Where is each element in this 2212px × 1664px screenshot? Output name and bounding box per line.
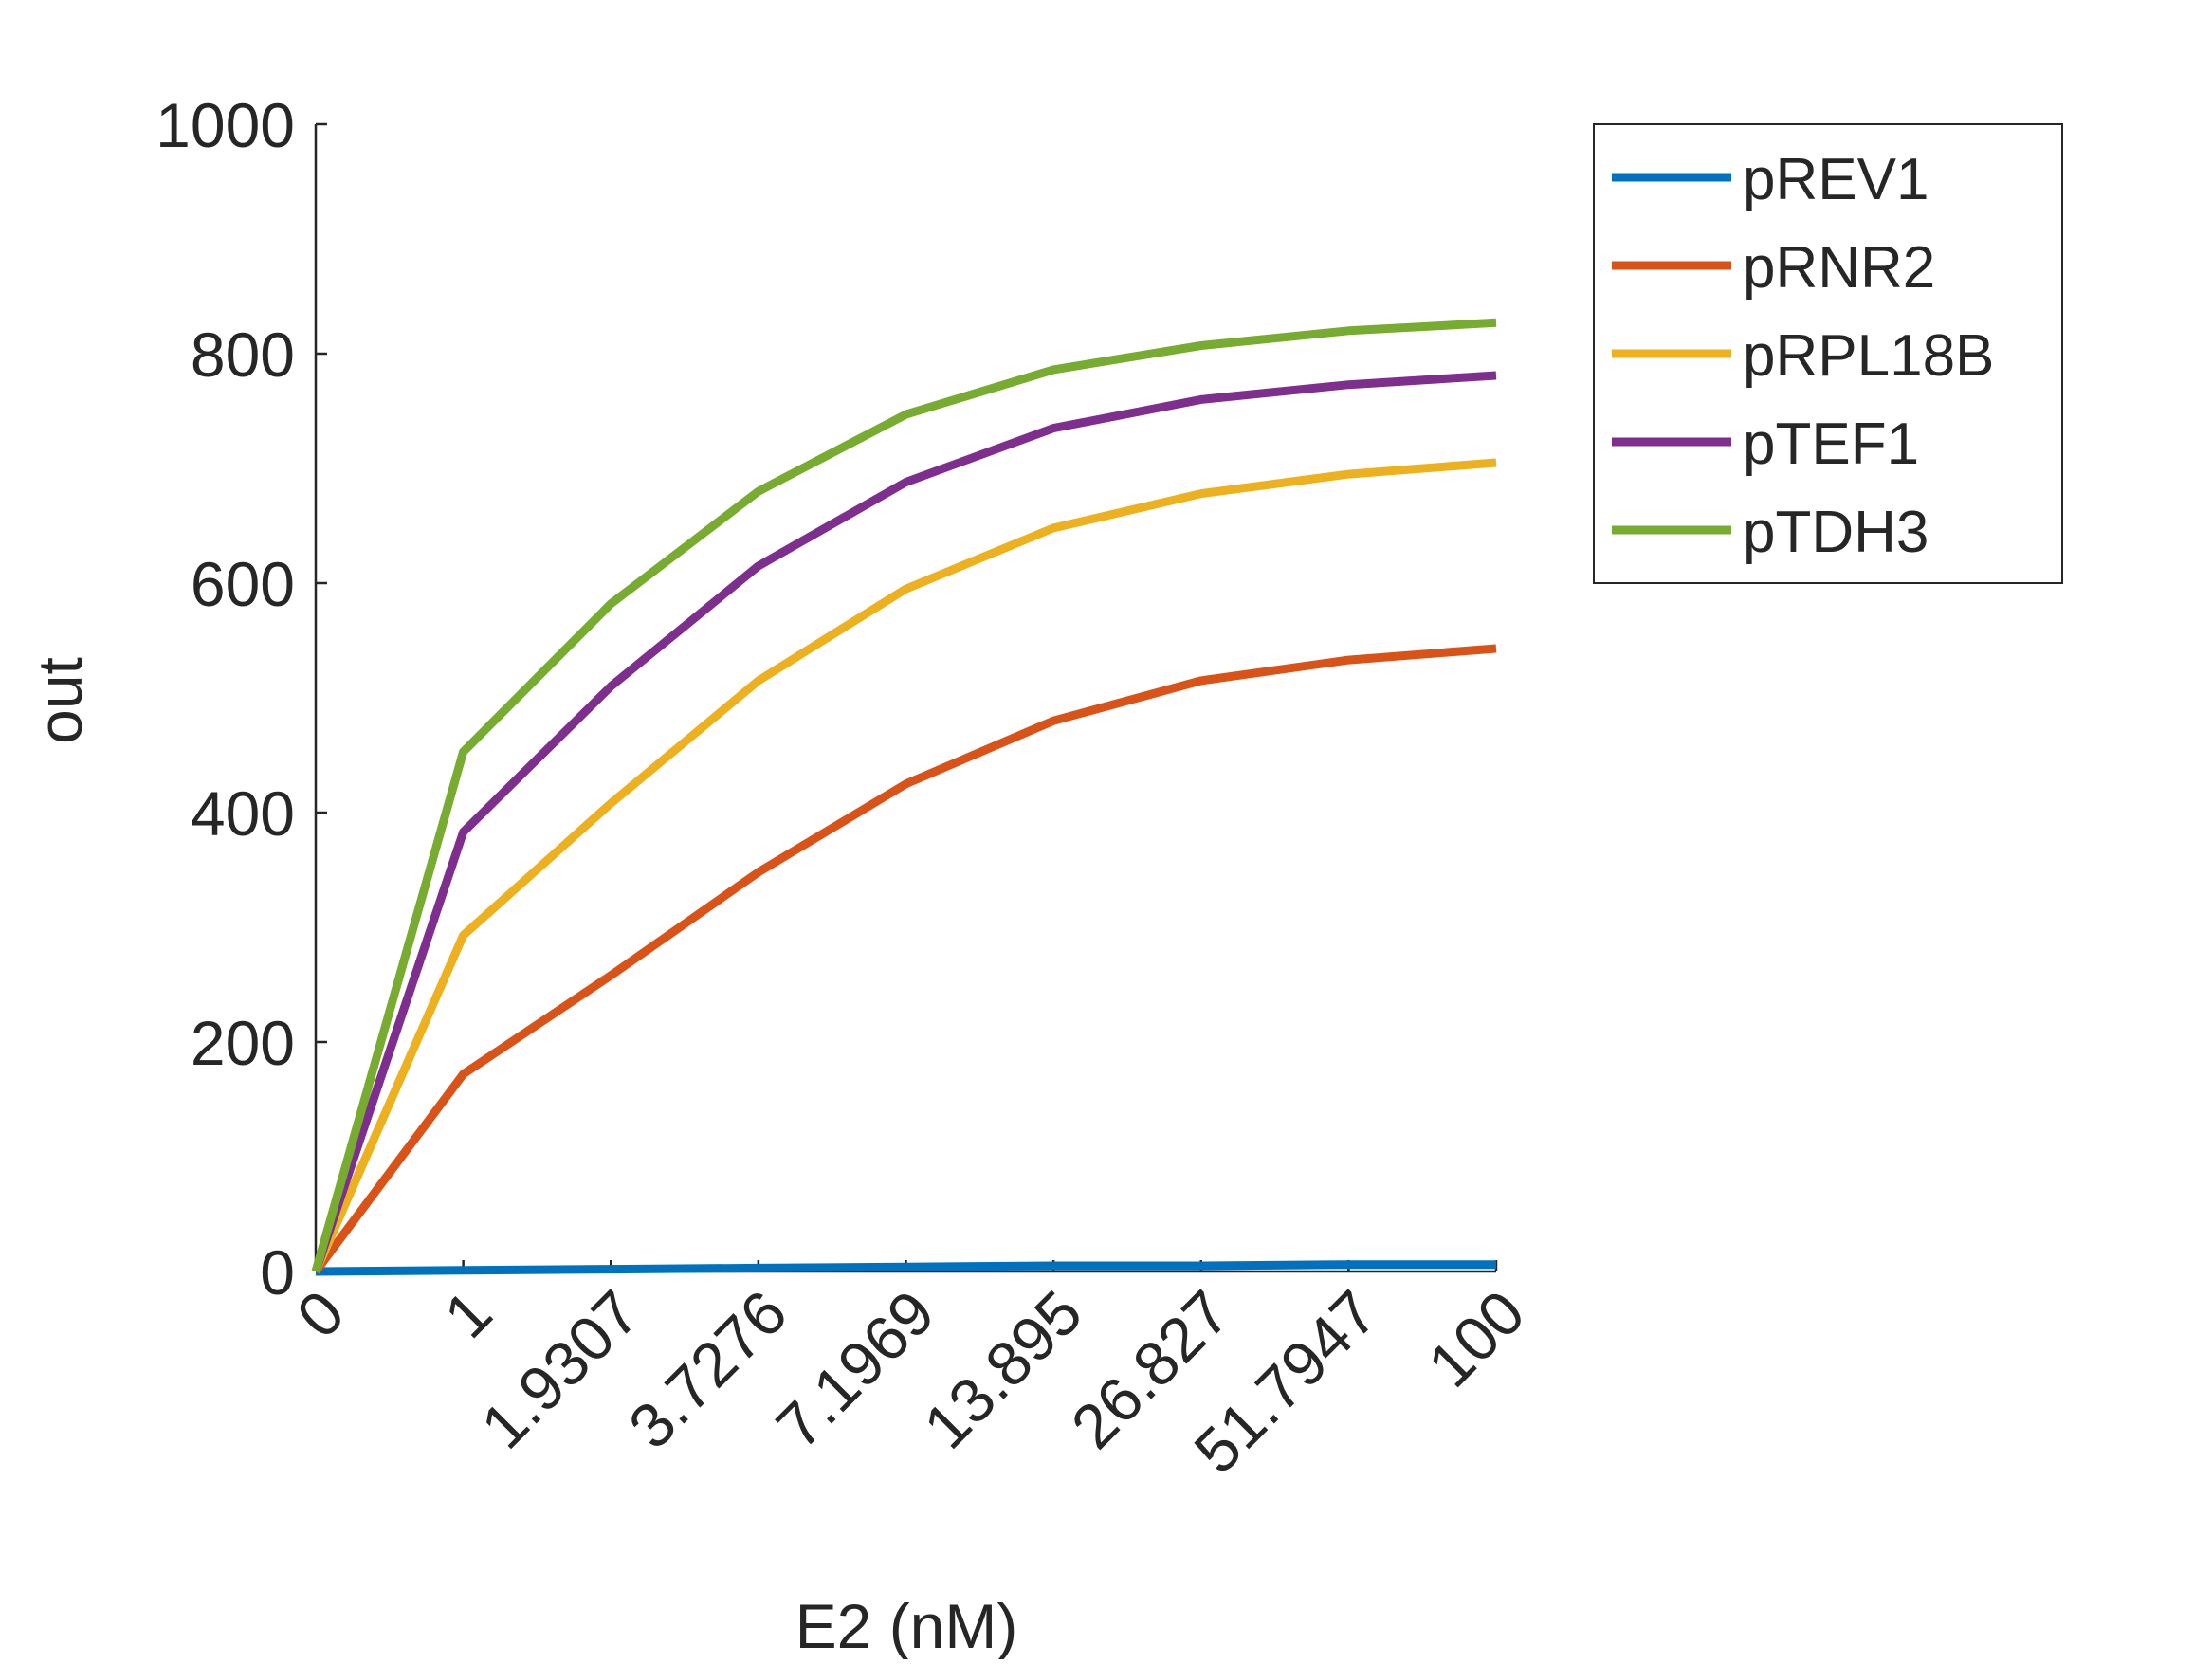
series-line-pRNR2 <box>312 644 1497 1274</box>
legend: pREV1 pRNR2 pRPL18B pTEF1 pTDH3 <box>1593 123 2063 584</box>
x-tick-label: 1 <box>430 1277 504 1351</box>
x-axis-label: E2 (nM) <box>795 1591 1018 1659</box>
x-tick-label: 7.1969 <box>762 1277 947 1462</box>
x-tick-label: 100 <box>1415 1277 1538 1400</box>
x-tick-label: 3.7276 <box>615 1277 800 1462</box>
series-lines <box>311 318 1497 1276</box>
legend-entry-label: pTDH3 <box>1743 500 1929 565</box>
y-tick-label: 200 <box>191 1008 295 1078</box>
series-line-pRPL18B <box>311 458 1497 1273</box>
legend-entry-label: pTEF1 <box>1743 411 1919 477</box>
y-axis-label: out <box>25 657 95 744</box>
axis-labels: E2 (nM) out <box>25 657 1018 1661</box>
y-tick-label: 800 <box>191 320 295 390</box>
x-tick-label: 13.895 <box>910 1277 1095 1462</box>
legend-entry-label: pREV1 <box>1743 147 1929 212</box>
series-line-pTEF1 <box>311 371 1497 1273</box>
series-line-pREV1 <box>315 1260 1496 1276</box>
legend-entry-label: pRPL18B <box>1743 323 1994 389</box>
legend-entry-label: pRNR2 <box>1743 235 1935 301</box>
y-tick-label: 1000 <box>155 90 295 160</box>
y-tick-label: 400 <box>191 778 295 849</box>
series-line-pTDH3 <box>311 318 1497 1273</box>
y-tick-label: 600 <box>191 549 295 619</box>
y-tick-label: 0 <box>260 1237 295 1307</box>
x-tick-label: 1.9307 <box>467 1277 652 1462</box>
